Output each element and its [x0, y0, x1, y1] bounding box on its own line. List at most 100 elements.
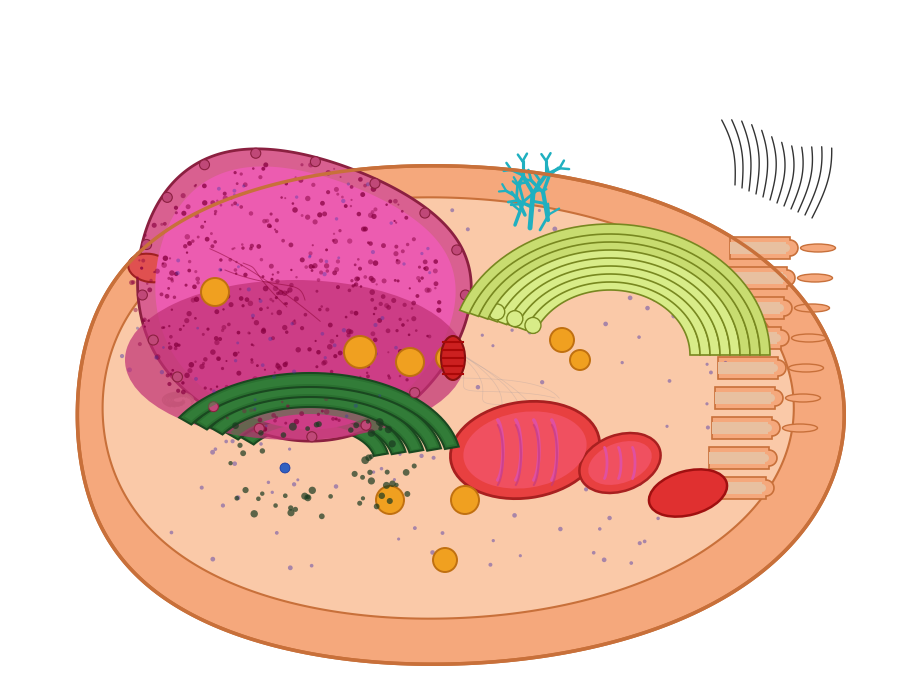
Circle shape [225, 385, 229, 389]
Circle shape [181, 390, 185, 394]
Circle shape [187, 241, 192, 246]
Circle shape [230, 411, 233, 413]
Circle shape [243, 273, 248, 277]
Circle shape [300, 374, 305, 380]
Circle shape [326, 269, 329, 273]
Circle shape [304, 494, 311, 502]
Circle shape [165, 294, 169, 299]
Circle shape [399, 453, 401, 456]
Circle shape [455, 346, 460, 350]
Circle shape [261, 328, 266, 334]
Circle shape [338, 256, 340, 259]
Circle shape [236, 393, 238, 395]
Circle shape [322, 212, 327, 216]
Polygon shape [516, 272, 710, 355]
Circle shape [652, 297, 657, 302]
Circle shape [403, 469, 410, 476]
Polygon shape [184, 376, 455, 446]
Circle shape [401, 323, 405, 327]
Polygon shape [226, 403, 406, 454]
Circle shape [283, 493, 288, 498]
Circle shape [206, 328, 210, 330]
Circle shape [361, 420, 371, 430]
Ellipse shape [782, 424, 817, 432]
Circle shape [441, 531, 445, 535]
Polygon shape [138, 149, 472, 441]
Circle shape [214, 213, 217, 215]
Circle shape [369, 454, 374, 459]
Circle shape [312, 219, 318, 225]
Circle shape [221, 325, 226, 330]
Circle shape [292, 320, 296, 325]
Circle shape [220, 329, 224, 332]
Circle shape [257, 418, 262, 423]
Circle shape [251, 344, 253, 346]
Circle shape [301, 164, 303, 166]
Circle shape [378, 427, 382, 431]
Circle shape [284, 361, 288, 365]
Circle shape [232, 189, 237, 192]
Circle shape [394, 346, 398, 350]
Circle shape [487, 313, 491, 317]
Circle shape [186, 251, 188, 254]
Polygon shape [230, 406, 402, 452]
Circle shape [308, 377, 310, 380]
Circle shape [136, 327, 139, 330]
Circle shape [181, 211, 186, 216]
Circle shape [149, 279, 153, 282]
Circle shape [161, 326, 164, 329]
Circle shape [312, 263, 318, 269]
Circle shape [281, 401, 284, 403]
Circle shape [263, 428, 267, 431]
Circle shape [346, 328, 352, 334]
Circle shape [450, 353, 454, 357]
Circle shape [671, 314, 676, 318]
Circle shape [332, 271, 337, 275]
Circle shape [603, 322, 608, 326]
Circle shape [251, 314, 255, 317]
Circle shape [320, 271, 323, 275]
Circle shape [311, 244, 314, 247]
Circle shape [276, 271, 280, 274]
Circle shape [450, 208, 454, 212]
Circle shape [169, 335, 173, 339]
Circle shape [394, 245, 399, 249]
Circle shape [347, 289, 351, 292]
Circle shape [374, 306, 377, 310]
Polygon shape [460, 224, 770, 355]
Circle shape [234, 496, 239, 501]
Circle shape [282, 291, 287, 296]
Circle shape [293, 296, 299, 302]
Circle shape [163, 326, 166, 329]
Circle shape [209, 402, 219, 412]
Circle shape [366, 374, 370, 379]
Circle shape [169, 270, 175, 275]
Ellipse shape [795, 304, 830, 312]
Circle shape [354, 404, 358, 408]
Circle shape [129, 280, 134, 285]
Circle shape [148, 319, 150, 322]
Circle shape [350, 185, 354, 189]
Circle shape [254, 398, 256, 401]
Circle shape [368, 241, 373, 246]
Circle shape [280, 463, 290, 473]
Circle shape [284, 422, 287, 425]
Circle shape [400, 249, 405, 254]
Circle shape [553, 227, 557, 232]
Circle shape [211, 245, 214, 248]
Circle shape [176, 258, 180, 262]
Circle shape [724, 361, 727, 364]
Circle shape [280, 196, 283, 199]
Circle shape [476, 385, 480, 390]
Circle shape [336, 285, 340, 289]
Circle shape [194, 185, 196, 188]
Circle shape [399, 375, 401, 377]
Circle shape [372, 386, 374, 390]
Circle shape [273, 286, 278, 291]
Circle shape [427, 335, 428, 337]
Circle shape [283, 362, 288, 367]
Circle shape [202, 183, 207, 188]
Circle shape [352, 359, 354, 361]
Circle shape [256, 497, 261, 501]
Circle shape [266, 306, 269, 309]
